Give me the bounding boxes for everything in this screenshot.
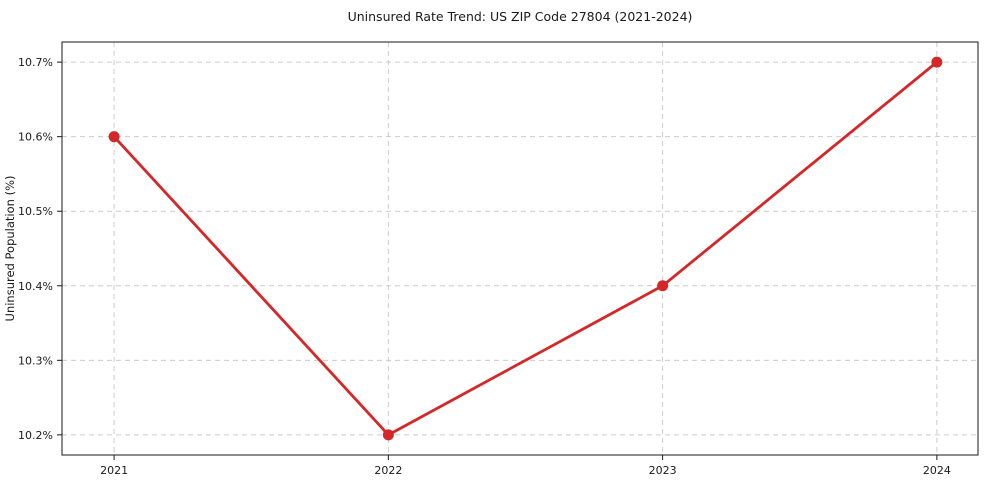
grid-layer (62, 42, 978, 455)
x-tick-label: 2024 (923, 464, 951, 477)
axes-layer: 10.2% 10.3% 10.4% 10.5% 10.6% 10.7% 2021 2022 20… (18, 41, 979, 477)
chart-title: Uninsured Rate Trend: US ZIP Code 27804 … (348, 9, 693, 24)
plot-border (61, 41, 979, 456)
data-point-marker (382, 429, 394, 441)
y-tick-label: 10.7% (18, 56, 53, 69)
data-point-marker (657, 280, 669, 292)
y-tick-label: 10.3% (18, 354, 53, 367)
x-tick-label: 2023 (649, 464, 677, 477)
data-point-marker (108, 131, 120, 143)
y-axis-label: Uninsured Population (%) (3, 176, 17, 322)
trend-line (112, 60, 939, 437)
y-tick-label: 10.2% (18, 429, 53, 442)
data-point-marker (931, 56, 943, 68)
series-layer (108, 56, 943, 441)
y-tick-label: 10.6% (18, 131, 53, 144)
y-tick-label: 10.5% (18, 205, 53, 218)
y-tick-label: 10.4% (18, 280, 53, 293)
x-tick-label: 2022 (374, 464, 402, 477)
x-tick-label: 2021 (100, 464, 128, 477)
